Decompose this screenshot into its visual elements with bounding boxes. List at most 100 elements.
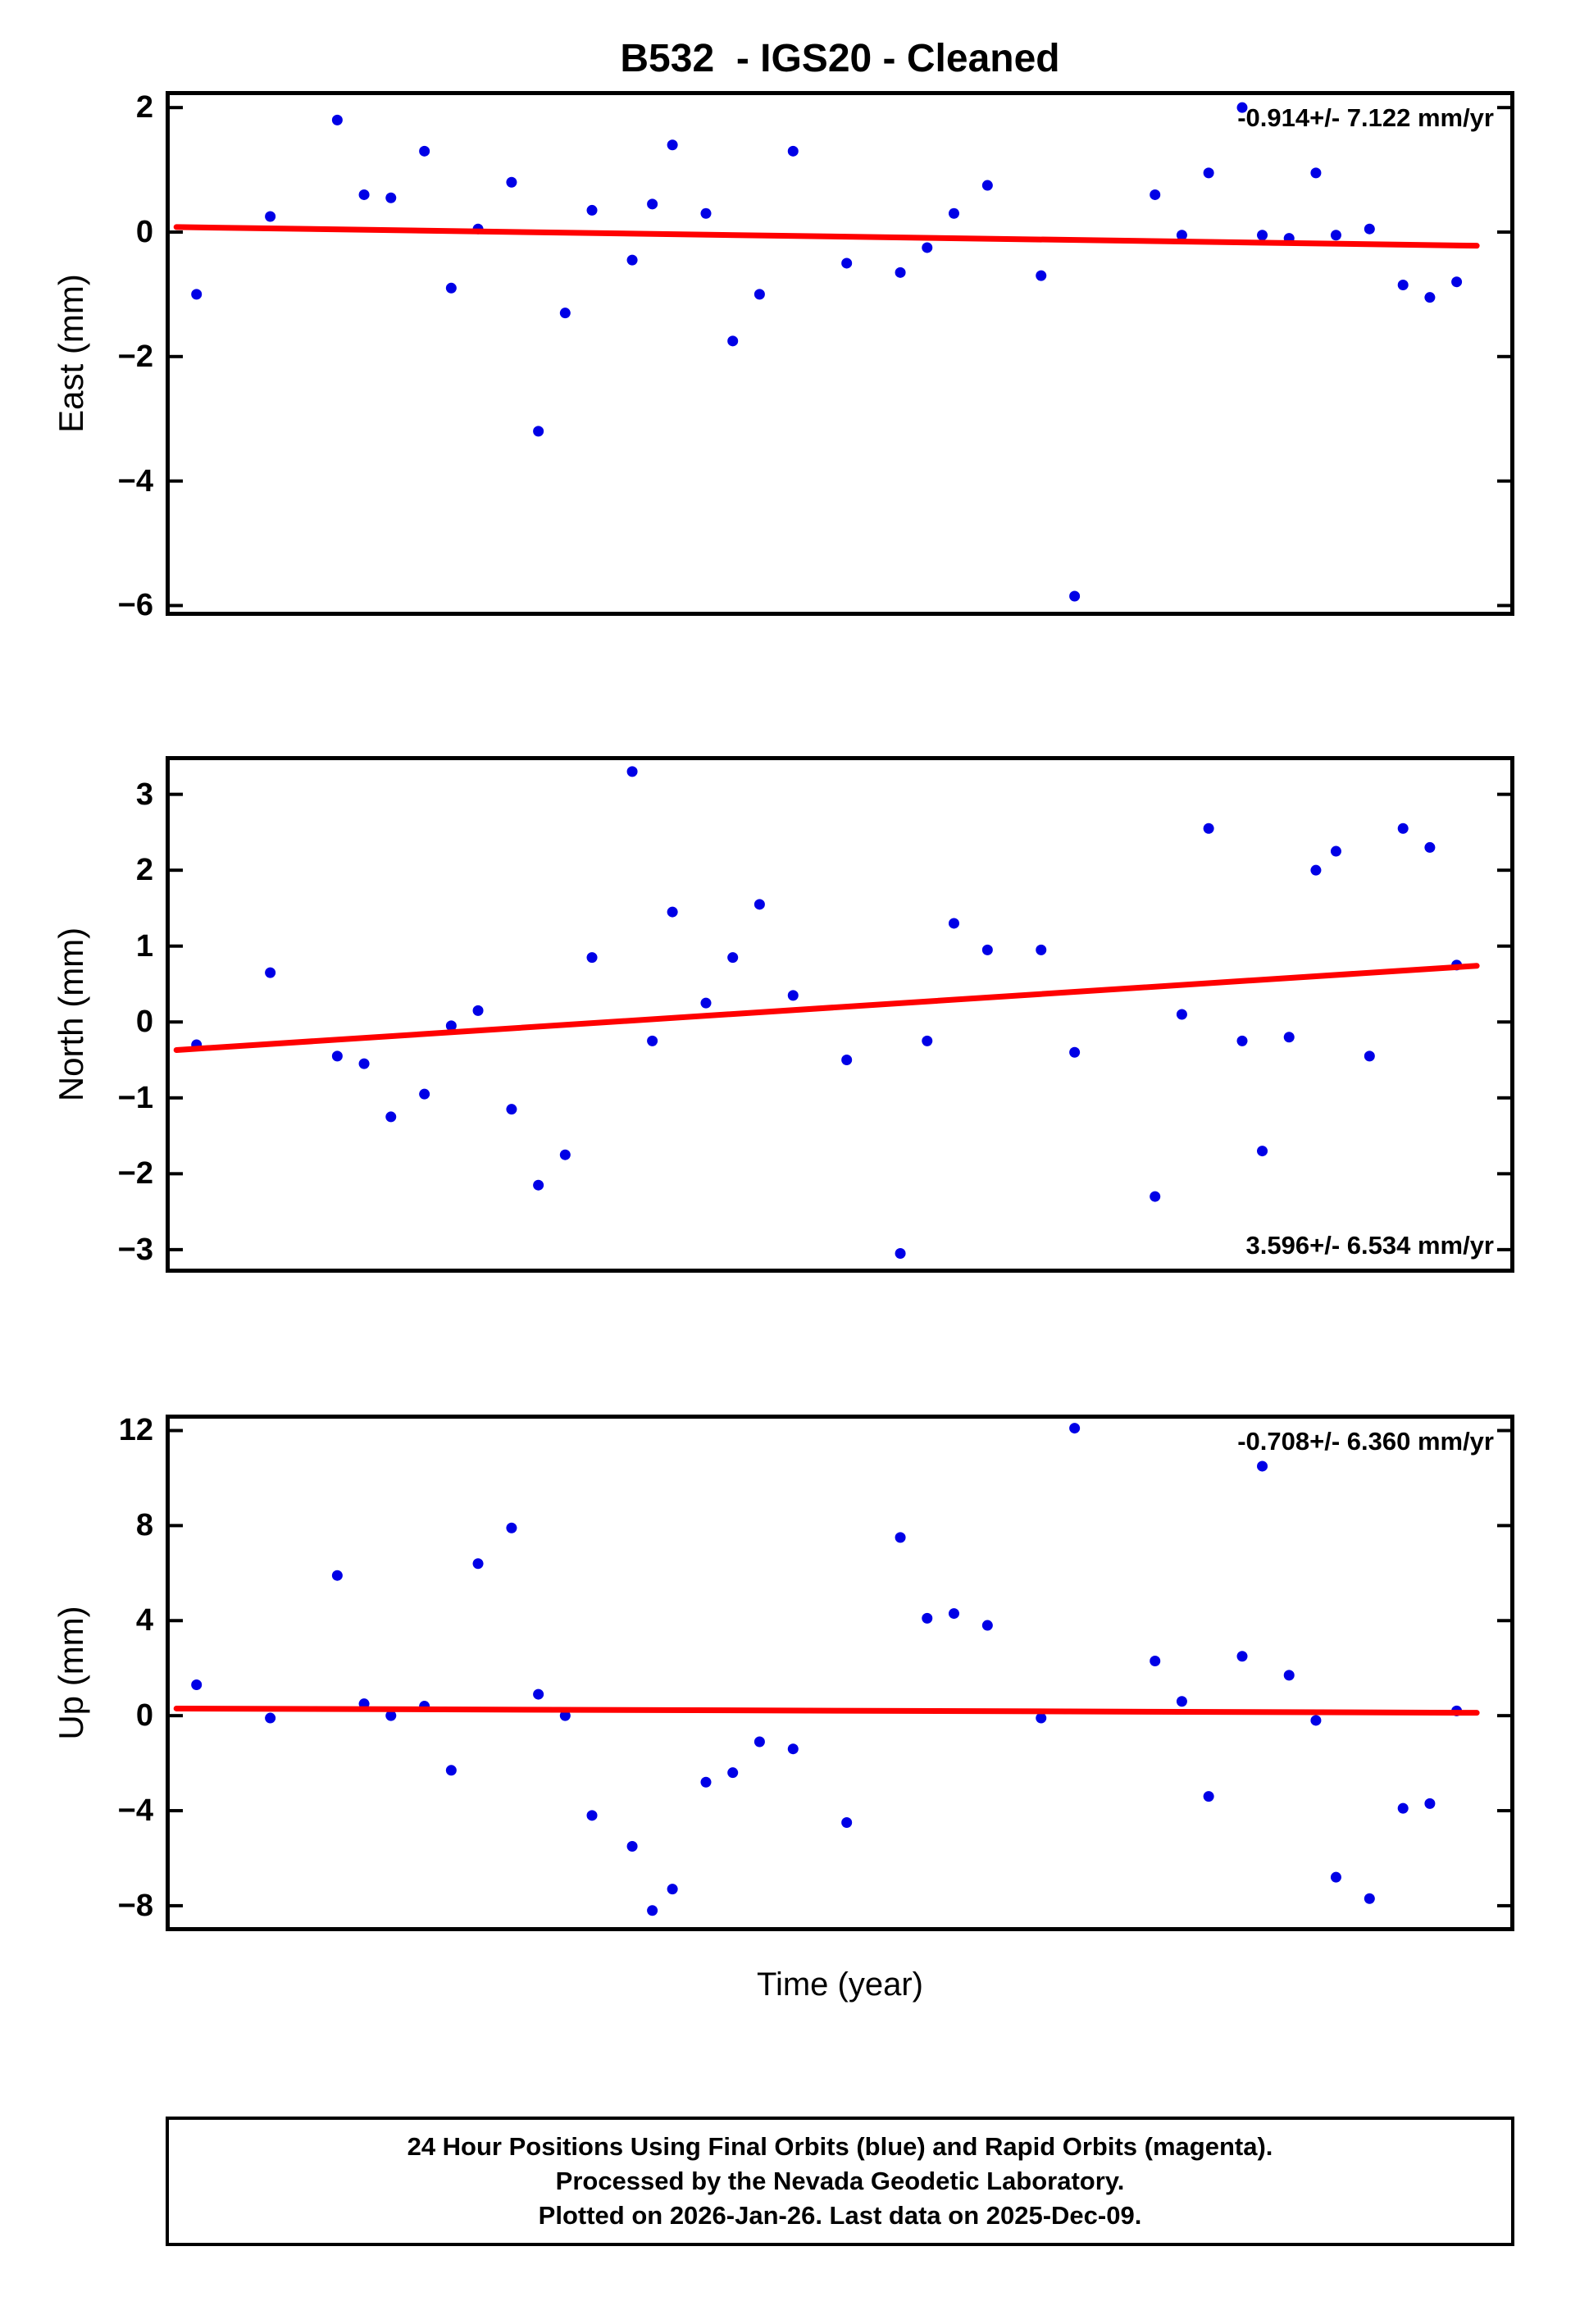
data-point	[1176, 230, 1187, 241]
data-point	[358, 189, 370, 200]
y-tick-label: 12	[118, 1413, 153, 1448]
data-point	[1364, 1050, 1375, 1062]
data-point	[265, 211, 276, 222]
data-point	[1397, 280, 1409, 291]
data-point	[1176, 1009, 1187, 1020]
data-point	[1150, 1656, 1161, 1667]
data-point	[727, 335, 739, 347]
data-point	[1424, 841, 1436, 853]
data-point	[667, 906, 678, 918]
data-point	[754, 289, 765, 300]
y-tick-label: −2	[117, 1156, 153, 1192]
data-point	[667, 1884, 678, 1895]
data-point	[419, 145, 430, 157]
data-point	[895, 1532, 906, 1543]
data-point	[647, 1035, 658, 1046]
y-tick-label: 8	[135, 1508, 153, 1543]
data-point	[895, 267, 906, 278]
data-point	[754, 1736, 765, 1748]
data-point	[1036, 944, 1047, 955]
data-point	[533, 426, 544, 437]
north-plot-area	[170, 766, 1510, 1259]
y-tick-label: −4	[117, 1793, 153, 1829]
data-point	[265, 1712, 276, 1724]
data-point	[559, 308, 571, 319]
data-point	[1236, 102, 1248, 113]
y-tick-label: −6	[117, 588, 153, 623]
data-point	[1257, 230, 1268, 241]
up-panel: Up (mm) -0.708+/- 6.360 mm/yr 12 8 4 0 −4 −8	[52, 1415, 1514, 1931]
data-point	[385, 1111, 397, 1123]
data-point	[1236, 1035, 1248, 1046]
data-point	[948, 918, 959, 929]
data-point	[559, 1710, 571, 1721]
data-point	[727, 952, 739, 964]
data-point	[626, 1840, 638, 1852]
east-plot-area	[170, 102, 1510, 608]
data-point	[1283, 1670, 1295, 1681]
data-point	[1176, 1696, 1187, 1707]
y-tick-label: 0	[135, 1005, 153, 1040]
data-point	[1150, 189, 1161, 200]
data-point	[700, 207, 712, 219]
y-tick-label: −1	[117, 1080, 153, 1115]
footer-note: 24 Hour Positions Using Final Orbits (bl…	[166, 2117, 1514, 2246]
data-point	[981, 180, 993, 191]
data-point	[1330, 845, 1341, 857]
data-point	[586, 952, 598, 964]
data-point	[1257, 1146, 1268, 1157]
data-point	[922, 242, 933, 253]
data-point	[1257, 1460, 1268, 1472]
data-point	[981, 1620, 993, 1631]
data-point	[1330, 230, 1341, 241]
y-tick-label: 1	[135, 928, 153, 964]
data-point	[533, 1179, 544, 1191]
data-point	[700, 1776, 712, 1788]
data-point	[331, 1050, 343, 1062]
data-point	[841, 1055, 853, 1066]
data-point	[647, 198, 658, 210]
data-point	[559, 1149, 571, 1160]
data-point	[586, 204, 598, 216]
data-point	[1364, 1893, 1375, 1904]
data-point	[506, 1104, 517, 1115]
data-point	[787, 145, 799, 157]
data-point	[533, 1688, 544, 1700]
data-point	[191, 1679, 203, 1690]
data-point	[586, 1810, 598, 1821]
data-point	[331, 114, 343, 125]
data-point	[787, 990, 799, 1001]
trend-line	[173, 963, 1480, 1053]
east-axis-label: East (mm)	[52, 274, 90, 433]
data-point	[948, 1608, 959, 1620]
north-panel: North (mm) 3.596+/- 6.534 mm/yr 3 2 1 0 −1 −2…	[52, 756, 1514, 1273]
data-point	[1203, 823, 1214, 834]
data-point	[445, 282, 457, 294]
east-panel: East (mm) -0.914+/- 7.122 mm/yr 2 0 −2 −4 −6	[52, 91, 1514, 621]
y-tick-label: 2	[135, 853, 153, 888]
data-point	[445, 1020, 457, 1032]
footer-line-1: 24 Hour Positions Using Final Orbits (bl…	[407, 2132, 1273, 2161]
up-plot-area	[170, 1423, 1510, 1916]
page-title: B532 - IGS20 - Cleaned	[620, 37, 1060, 80]
data-point	[1397, 823, 1409, 834]
data-point	[1310, 167, 1322, 179]
y-tick-label: −3	[117, 1232, 153, 1267]
east-trend-annotation: -0.914+/- 7.122 mm/yr	[1237, 103, 1494, 132]
data-point	[191, 289, 203, 300]
data-point	[667, 139, 678, 151]
data-point	[1424, 292, 1436, 303]
data-point	[358, 1058, 370, 1069]
y-tick-label: 0	[135, 214, 153, 249]
data-point	[1203, 1791, 1214, 1802]
data-point	[1424, 1798, 1436, 1809]
data-point	[472, 1005, 484, 1016]
data-point	[1283, 1032, 1295, 1043]
data-point	[1036, 1712, 1047, 1724]
data-point	[385, 192, 397, 203]
data-point	[626, 766, 638, 777]
data-point	[754, 899, 765, 910]
y-tick-label: 3	[135, 777, 153, 812]
footer-line-2: Processed by the Nevada Geodetic Laborat…	[555, 2167, 1125, 2195]
trend-line	[173, 224, 1480, 249]
